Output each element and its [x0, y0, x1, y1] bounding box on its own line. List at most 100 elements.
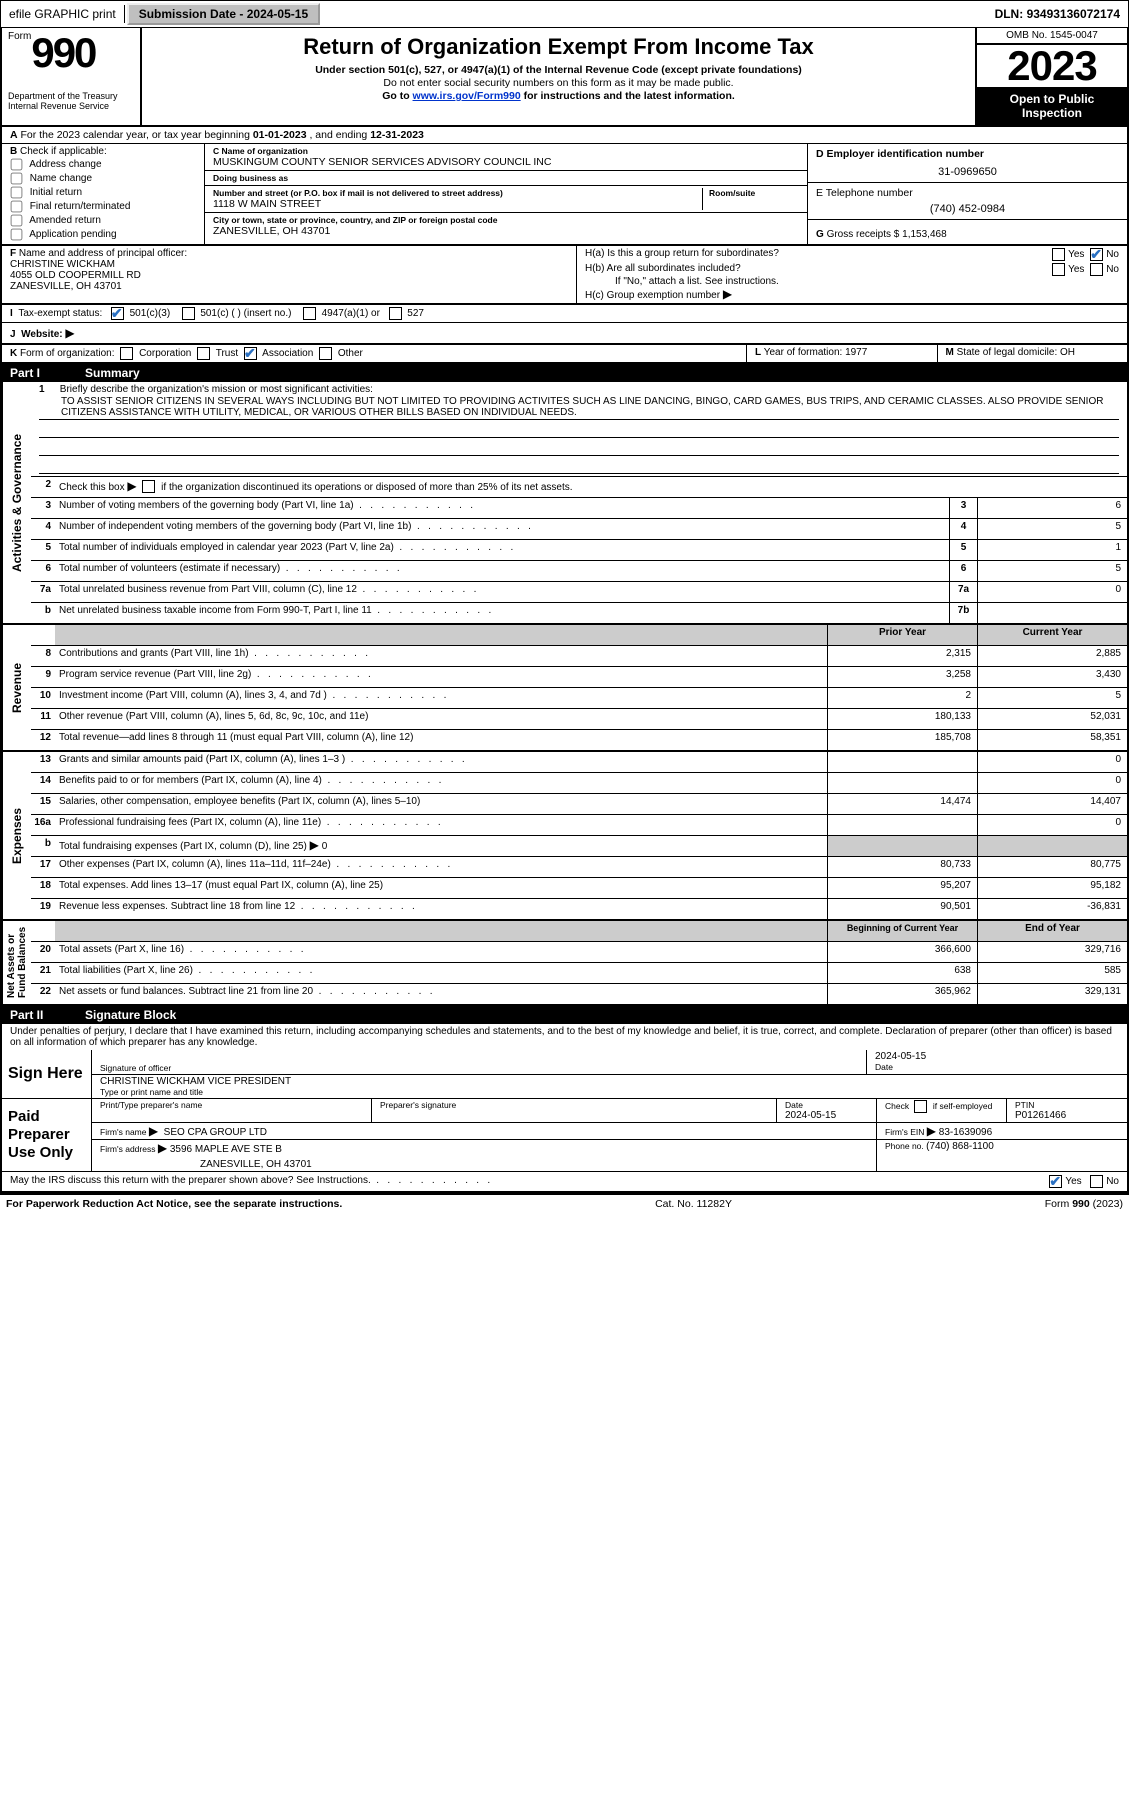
box-j: J Website: ▶ — [2, 323, 1127, 345]
box-l: L Year of formation: 1977 — [747, 345, 938, 362]
line6-val: 5 — [977, 561, 1127, 581]
discuss-yes-check[interactable] — [1049, 1175, 1062, 1188]
form-word: Form — [8, 31, 31, 42]
firm-addr2: ZANESVILLE, OH 43701 — [100, 1155, 868, 1170]
footer-right: Form 990 (2023) — [1045, 1198, 1123, 1210]
officer-addr1: 4055 OLD COOPERMILL RD — [10, 270, 568, 281]
dba-label: Doing business as — [213, 173, 799, 183]
paid-preparer-label: Paid Preparer Use Only — [2, 1099, 92, 1171]
org-name-label: C Name of organization — [213, 146, 799, 156]
line-21: 21 Total liabilities (Part X, line 26) 6… — [31, 962, 1127, 983]
box-k: K Form of organization: Corporation Trus… — [2, 345, 747, 362]
signature-block: Sign Here Signature of officer 2024-05-1… — [0, 1050, 1129, 1193]
527-check[interactable] — [389, 307, 402, 320]
tax-year: 2023 — [977, 45, 1127, 87]
line2-check[interactable] — [142, 480, 155, 493]
line-11: 11 Other revenue (Part VIII, column (A),… — [31, 708, 1127, 729]
rev-vlabel: Revenue — [2, 625, 31, 750]
line-13: 13 Grants and similar amounts paid (Part… — [31, 752, 1127, 772]
end-year-head: End of Year — [977, 921, 1127, 941]
street-value: 1118 W MAIN STREET — [213, 198, 702, 210]
assoc-check[interactable] — [244, 347, 257, 360]
box-c: C Name of organization MUSKINGUM COUNTY … — [205, 144, 807, 244]
efile-label: efile GRAPHIC print — [1, 5, 125, 23]
line-5: 5 Total number of individuals employed i… — [31, 539, 1127, 560]
dept-label: Department of the Treasury Internal Reve… — [8, 92, 134, 112]
net-vlabel: Net Assets or Fund Balances — [2, 921, 31, 1004]
4947-check[interactable] — [303, 307, 316, 320]
subtitle-2: Do not enter social security numbers on … — [148, 77, 969, 89]
discuss-row: May the IRS discuss this return with the… — [2, 1172, 1127, 1191]
chk-name-change: Name change — [10, 172, 196, 185]
line-16a: 16a Professional fundraising fees (Part … — [31, 814, 1127, 835]
submission-date-btn[interactable]: Submission Date - 2024-05-15 — [127, 3, 320, 25]
part2-header: Part II Signature Block — [0, 1006, 1129, 1024]
line-22: 22 Net assets or fund balances. Subtract… — [31, 983, 1127, 1004]
section-net-assets: Net Assets or Fund Balances Beginning of… — [2, 921, 1127, 1004]
section-governance: Activities & Governance 1 Briefly descri… — [2, 382, 1127, 625]
box-d-e-g: D Employer identification number 31-0969… — [807, 144, 1127, 244]
ha-yes-check[interactable] — [1052, 248, 1065, 261]
line-15: 15 Salaries, other compensation, employe… — [31, 793, 1127, 814]
self-employed-check[interactable] — [914, 1100, 927, 1113]
current-year-head: Current Year — [977, 625, 1127, 645]
topbar-spacer — [322, 12, 986, 16]
line-9: 9 Program service revenue (Part VIII, li… — [31, 666, 1127, 687]
exp-vlabel: Expenses — [2, 752, 31, 919]
firm-phone: (740) 868-1100 — [926, 1141, 994, 1152]
501c3-check[interactable] — [111, 307, 124, 320]
corp-check[interactable] — [120, 347, 133, 360]
dln: DLN: 93493136072174 — [987, 5, 1128, 23]
chk-final-return: Final return/terminated — [10, 200, 196, 213]
open-to-public: Open to Public Inspection — [977, 87, 1127, 125]
hb-yes-check[interactable] — [1052, 263, 1065, 276]
net-header: Beginning of Current Year End of Year — [31, 921, 1127, 941]
hb-no-check[interactable] — [1090, 263, 1103, 276]
form-number: 990 — [31, 29, 95, 76]
header-right: OMB No. 1545-0047 2023 Open to Public In… — [977, 28, 1127, 125]
officer-printed-name: CHRISTINE WICKHAM VICE PRESIDENT — [100, 1076, 1119, 1087]
header-mid: Return of Organization Exempt From Incom… — [142, 28, 977, 125]
line-10: 10 Investment income (Part VIII, column … — [31, 687, 1127, 708]
firm-addr1: 3596 MAPLE AVE STE B — [170, 1144, 282, 1155]
sign-date: 2024-05-15 — [875, 1051, 1119, 1062]
line7a-val: 0 — [977, 582, 1127, 602]
line-8: 8 Contributions and grants (Part VIII, l… — [31, 645, 1127, 666]
form-title: Return of Organization Exempt From Incom… — [148, 34, 969, 60]
declaration-text: Under penalties of perjury, I declare th… — [0, 1024, 1129, 1050]
ein-value: 31-0969650 — [816, 160, 1119, 178]
sign-here-label: Sign Here — [2, 1050, 92, 1098]
box-g: G Gross receipts $ 1,153,468 — [808, 220, 1127, 244]
top-bar: efile GRAPHIC print Submission Date - 20… — [0, 0, 1129, 28]
firm-ein: 83-1639096 — [939, 1127, 992, 1138]
block-i: I Tax-exempt status: 501(c)(3) 501(c) ( … — [2, 305, 1127, 323]
line-14: 14 Benefits paid to or for members (Part… — [31, 772, 1127, 793]
chk-application-pending: Application pending — [10, 228, 196, 241]
line-a: A For the 2023 calendar year, or tax yea… — [2, 127, 1127, 144]
subtitle-3: Go to www.irs.gov/Form990 for instructio… — [148, 90, 969, 102]
line-7b: b Net unrelated business taxable income … — [31, 602, 1127, 623]
line-16b: b Total fundraising expenses (Part IX, c… — [31, 835, 1127, 856]
rev-header: Prior Year Current Year — [31, 625, 1127, 645]
501c-check[interactable] — [182, 307, 195, 320]
line-3: 3 Number of voting members of the govern… — [31, 497, 1127, 518]
footer-mid: Cat. No. 11282Y — [655, 1198, 732, 1210]
ha-no-check[interactable] — [1090, 248, 1103, 261]
line-19: 19 Revenue less expenses. Subtract line … — [31, 898, 1127, 919]
prep-date: 2024-05-15 — [785, 1110, 868, 1121]
irs-link[interactable]: www.irs.gov/Form990 — [413, 90, 521, 102]
part1-header: Part I Summary — [0, 364, 1129, 382]
line-17: 17 Other expenses (Part IX, column (A), … — [31, 856, 1127, 877]
chk-address-change: Address change — [10, 158, 196, 171]
header-left: Form990 Department of the Treasury Inter… — [2, 28, 142, 125]
prior-year-head: Prior Year — [827, 625, 977, 645]
line3-val: 6 — [977, 498, 1127, 518]
line-1: 1 Briefly describe the organization's mi… — [31, 382, 1127, 476]
trust-check[interactable] — [197, 347, 210, 360]
paid-preparer-row: Paid Preparer Use Only Print/Type prepar… — [2, 1099, 1127, 1172]
other-check[interactable] — [319, 347, 332, 360]
discuss-no-check[interactable] — [1090, 1175, 1103, 1188]
block-f-h: F Name and address of principal officer:… — [2, 246, 1127, 305]
line-18: 18 Total expenses. Add lines 13–17 (must… — [31, 877, 1127, 898]
block-k-l-m: K Form of organization: Corporation Trus… — [2, 345, 1127, 364]
